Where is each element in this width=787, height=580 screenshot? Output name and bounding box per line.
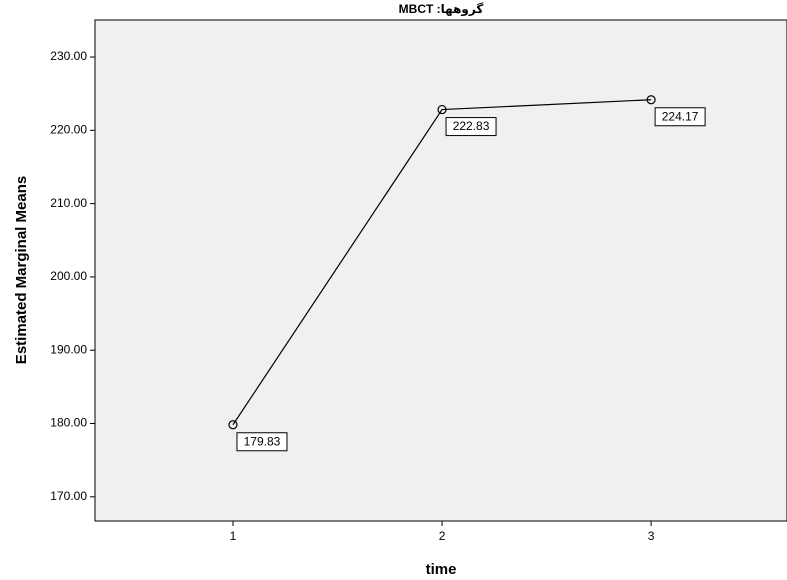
y-tick-label: 200.00 [50,269,87,283]
y-tick-label: 180.00 [50,416,87,430]
chart: گروهها: MBCT Estimated Marginal Means ti… [0,0,787,580]
y-axis-label: Estimated Marginal Means [13,176,30,364]
page: گروهها: MBCT Estimated Marginal Means ti… [0,0,787,580]
x-tick-label: 1 [230,529,237,543]
y-tick-label: 210.00 [50,196,87,210]
y-tick-label: 230.00 [50,49,87,63]
data-label: 224.17 [662,109,699,123]
y-tick-label: 170.00 [50,489,87,503]
x-tick-label: 3 [648,529,655,543]
data-label: 179.83 [244,434,281,448]
x-tick-label: 2 [439,529,446,543]
chart-title: گروهها: MBCT [399,2,484,17]
y-tick-label: 220.00 [50,122,87,136]
data-label: 222.83 [453,119,490,133]
plot-area [95,20,787,521]
y-tick-label: 190.00 [50,342,87,356]
x-axis-label: time [426,561,457,578]
